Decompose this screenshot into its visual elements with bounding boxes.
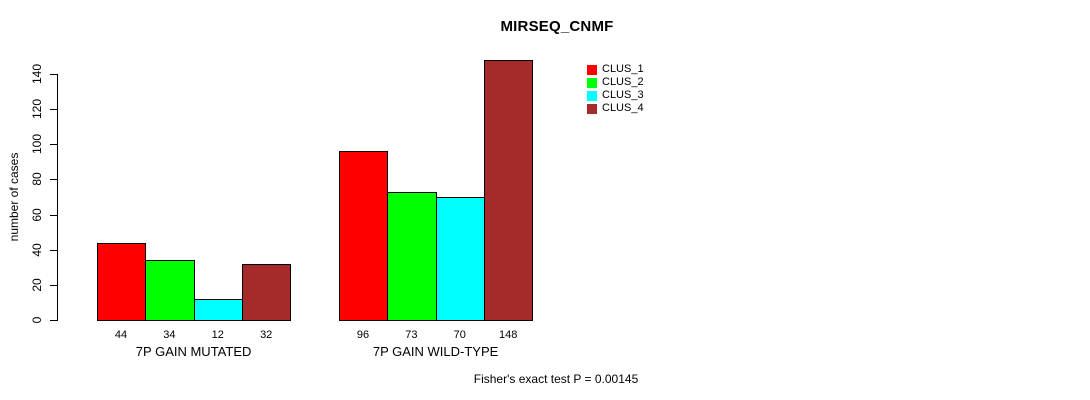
bar-clus_1-group2 bbox=[338, 151, 389, 321]
legend-label: CLUS_4 bbox=[602, 102, 644, 114]
chart-title: MIRSEQ_CNMF bbox=[500, 18, 614, 35]
legend-row: CLUS_3 bbox=[587, 89, 644, 102]
bar-clus_1-group1 bbox=[96, 242, 147, 321]
category-label: 7P GAIN MUTATED bbox=[135, 344, 252, 359]
bar-value-label: 96 bbox=[356, 329, 370, 341]
y-axis-tick-label: 80 bbox=[30, 172, 44, 187]
legend-row: CLUS_4 bbox=[587, 102, 644, 115]
y-axis-tick-label: 100 bbox=[30, 134, 44, 155]
y-axis-tick bbox=[50, 179, 57, 181]
y-axis-tick-label: 20 bbox=[30, 278, 44, 292]
legend-swatch-icon bbox=[587, 64, 597, 75]
y-axis-tick-label: 120 bbox=[30, 99, 44, 120]
bar-clus_4-group2 bbox=[484, 59, 534, 321]
legend-swatch-icon bbox=[587, 77, 597, 88]
y-axis-line bbox=[57, 74, 58, 321]
bar-clus_3-group1 bbox=[193, 298, 243, 321]
bar-value-label: 44 bbox=[114, 329, 128, 341]
bar-value-label: 12 bbox=[211, 329, 224, 341]
y-axis-tick bbox=[50, 320, 57, 321]
y-axis-tick bbox=[50, 214, 57, 216]
legend-label: CLUS_2 bbox=[602, 76, 644, 88]
legend-row: CLUS_1 bbox=[587, 63, 644, 76]
y-axis-tick bbox=[50, 109, 57, 111]
y-axis-tick-label: 0 bbox=[30, 316, 44, 324]
y-axis-tick bbox=[50, 74, 57, 75]
legend-label: CLUS_1 bbox=[602, 63, 644, 75]
bar-value-label: 73 bbox=[405, 329, 418, 341]
bar-value-label: 148 bbox=[499, 329, 518, 341]
legend: CLUS_1 CLUS_2 CLUS_3 CLUS_4 bbox=[587, 63, 644, 115]
y-axis-tick-label: 40 bbox=[30, 243, 44, 257]
y-axis-tick bbox=[50, 249, 57, 251]
legend-row: CLUS_2 bbox=[587, 76, 644, 89]
y-axis-tick-label: 140 bbox=[30, 63, 44, 85]
y-axis-tick bbox=[50, 144, 57, 146]
bar-value-label: 70 bbox=[453, 329, 466, 341]
bar-clus_2-group2 bbox=[387, 191, 437, 321]
legend-label: CLUS_3 bbox=[602, 89, 644, 101]
bar-clus_2-group1 bbox=[145, 260, 195, 321]
category-label: 7P GAIN WILD-TYPE bbox=[372, 344, 499, 359]
fisher-test-annotation: Fisher's exact test P = 0.00145 bbox=[473, 372, 639, 386]
bar-clus_4-group1 bbox=[242, 263, 292, 321]
y-axis-title: number of cases bbox=[7, 152, 21, 242]
legend-swatch-icon bbox=[587, 90, 597, 101]
bar-value-label: 32 bbox=[260, 329, 273, 341]
bar-clus_3-group2 bbox=[435, 197, 485, 321]
y-axis-tick bbox=[50, 284, 57, 286]
legend-swatch-icon bbox=[587, 103, 597, 114]
bar-value-label: 34 bbox=[163, 329, 176, 341]
y-axis-tick-label: 60 bbox=[30, 207, 44, 222]
